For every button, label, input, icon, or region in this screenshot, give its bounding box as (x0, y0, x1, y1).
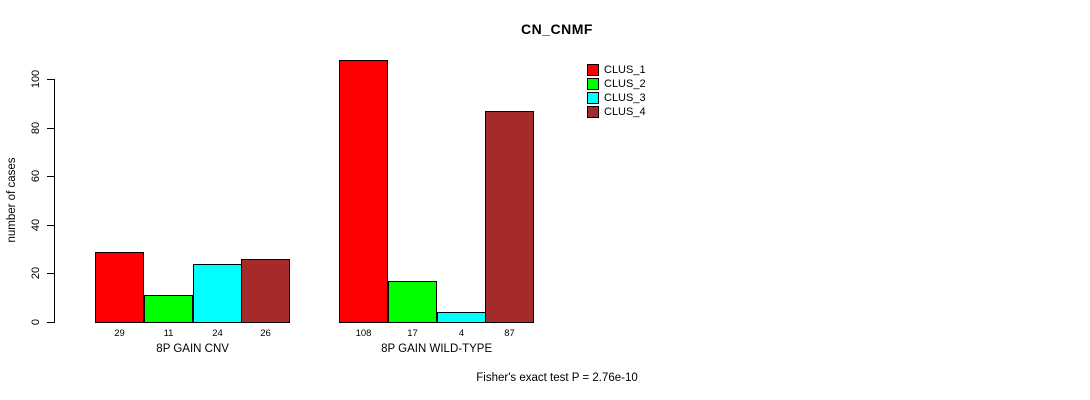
bar (339, 60, 388, 323)
bar-value-label: 29 (114, 328, 125, 339)
y-axis-tick (47, 128, 54, 129)
legend-swatch (587, 64, 599, 76)
x-category-label: 8P GAIN WILD-TYPE (381, 343, 493, 355)
x-category-label: 8P GAIN CNV (156, 343, 229, 355)
y-axis-tick (47, 79, 54, 80)
legend-label: CLUS_2 (604, 78, 646, 90)
chart-title: CN_CNMF (521, 21, 593, 37)
fisher-test-annotation: Fisher's exact test P = 2.76e-10 (476, 372, 638, 384)
bar (95, 252, 144, 323)
legend-label: CLUS_1 (604, 64, 646, 76)
bar-value-label: 108 (355, 328, 372, 339)
bar-value-label: 87 (504, 328, 515, 339)
y-axis-tick (47, 176, 54, 177)
legend-label: CLUS_4 (604, 106, 646, 118)
y-axis-tick (47, 322, 54, 323)
bar-value-label: 17 (407, 328, 418, 339)
y-axis-tick (47, 273, 54, 274)
bar (241, 259, 290, 323)
y-axis-tick (47, 225, 54, 226)
legend-swatch (587, 78, 599, 90)
bar (485, 111, 534, 323)
y-tick-label: 0 (30, 318, 42, 326)
bar-value-label: 24 (212, 328, 223, 339)
bar (388, 281, 437, 323)
y-axis-line (54, 79, 55, 323)
y-tick-label: 80 (30, 121, 42, 135)
y-tick-label: 60 (30, 169, 42, 183)
legend-swatch (587, 92, 599, 104)
y-axis-title: number of cases (6, 157, 18, 243)
legend-swatch (587, 106, 599, 118)
bar (437, 312, 486, 323)
bar-value-label: 11 (163, 328, 174, 339)
bar-value-label: 26 (260, 328, 271, 339)
legend-label: CLUS_3 (604, 92, 646, 104)
bar-value-label: 4 (458, 328, 465, 339)
y-tick-label: 20 (30, 266, 42, 280)
y-tick-label: 100 (30, 69, 42, 89)
bar (144, 295, 193, 323)
bar (193, 264, 242, 323)
y-tick-label: 40 (30, 218, 42, 232)
